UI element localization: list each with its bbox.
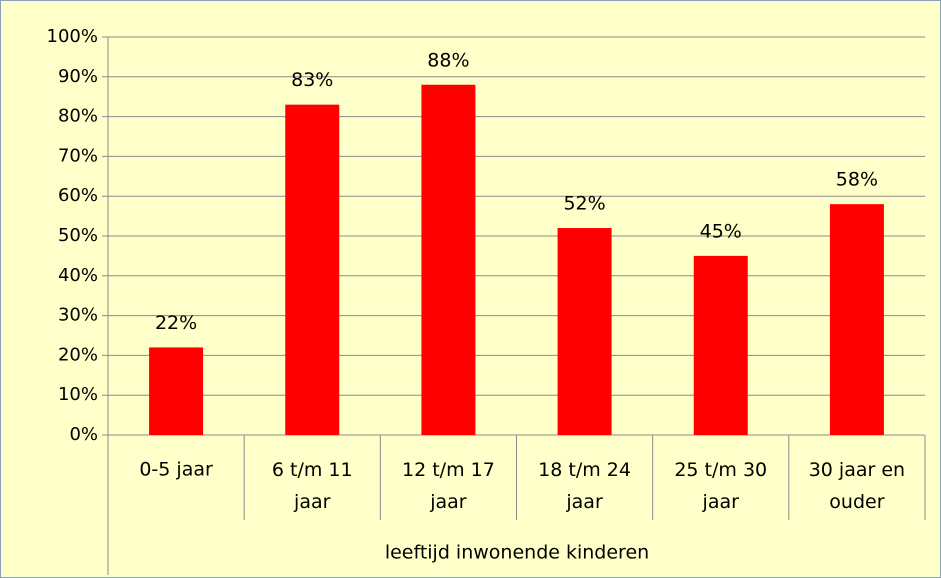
bar — [557, 228, 612, 435]
x-tick-label: 12 t/m 17 jaar — [402, 459, 495, 513]
bar — [149, 347, 204, 435]
y-tick-label: 30% — [58, 305, 98, 326]
y-tick-label: 90% — [58, 66, 98, 87]
x-tick-label: 30 jaar en ouder — [809, 459, 905, 513]
x-tick-label: 0-5 jaar — [139, 459, 213, 481]
y-tick-label: 60% — [58, 185, 98, 206]
y-tick-label: 10% — [58, 384, 98, 405]
bar — [285, 104, 340, 435]
data-label: 22% — [155, 312, 197, 334]
y-tick-label: 0% — [69, 424, 98, 445]
y-tick-label: 50% — [58, 225, 98, 246]
x-axis-title: leeftijd inwonende kinderen — [385, 542, 649, 564]
data-label: 52% — [563, 193, 605, 215]
y-tick-label: 70% — [58, 145, 98, 166]
y-tick-label: 80% — [58, 106, 98, 127]
bar — [421, 84, 476, 435]
x-tick-label: 18 t/m 24 jaar — [538, 459, 631, 513]
data-label: 45% — [700, 220, 742, 242]
data-label: 58% — [836, 169, 878, 191]
data-label: 88% — [427, 49, 469, 71]
bar — [829, 204, 884, 435]
data-label: 83% — [291, 69, 333, 91]
y-tick-label: 20% — [58, 344, 98, 365]
y-tick-label: 100% — [47, 26, 98, 47]
bar — [693, 255, 748, 435]
x-tick-label: 6 t/m 11 jaar — [272, 459, 353, 513]
x-tick-label: 25 t/m 30 jaar — [674, 459, 767, 513]
y-tick-label: 40% — [58, 265, 98, 286]
